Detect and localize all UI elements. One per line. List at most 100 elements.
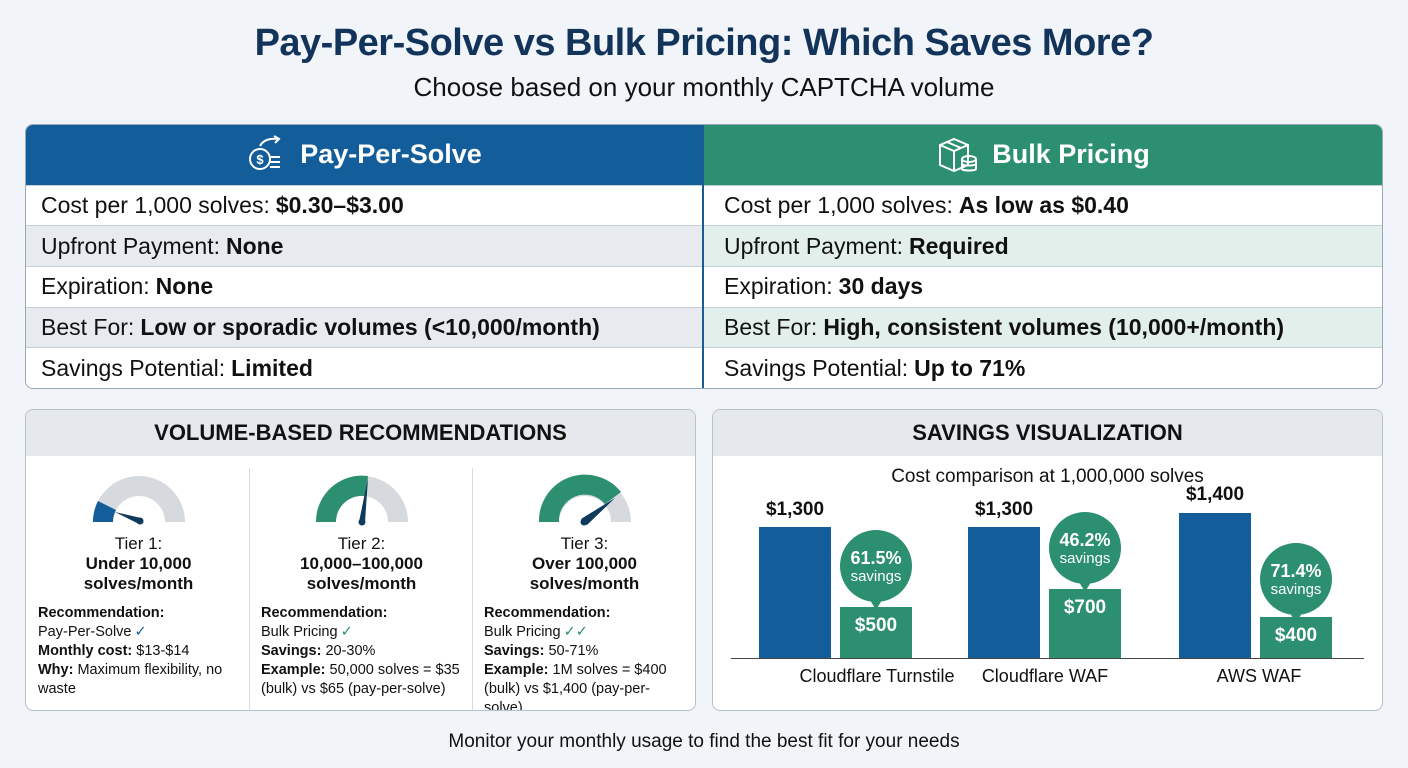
row-label: Cost per 1,000 solves: (724, 191, 953, 218)
tier-details: Recommendation: Pay-Per-Solve ✓ Monthly c… (38, 604, 239, 699)
pps-row-expiration: Expiration: None (26, 265, 702, 307)
row-value: Required (908, 232, 1009, 259)
tier-1-card: Tier 1: Under 10,000 solves/month Recomm… (26, 468, 249, 710)
bar-value-label: $1,400 (1185, 484, 1245, 505)
footer-note: Monitor your monthly usage to find the b… (448, 731, 960, 752)
bar-chart: $1,300 61.5% savings $500 Cloudflare Tur… (713, 484, 1382, 710)
savings-bubble: 61.5% savings (840, 530, 912, 610)
bar-pay-per-solve-turnstile (759, 527, 831, 658)
bar-bulk-turnstile: $500 (840, 607, 912, 658)
tier-3-card: Tier 3: Over 100,000 solves/month Recomm… (472, 468, 695, 711)
detail-value: 1M solves = $400 (bulk) vs $1,400 (pay-p… (484, 662, 667, 711)
recommendations-title: VOLUME-BASED RECOMMENDATIONS (26, 410, 695, 456)
tier-details: Recommendation: Bulk Pricing ✓✓ Savings: … (484, 604, 685, 711)
detail-label: Example: (484, 662, 549, 678)
comparison-table: $ Pay-Per-Solve Cost per 1,000 solves: $0… (25, 124, 1383, 389)
category-label: AWS WAF (1216, 666, 1302, 686)
tier-label: Tier 1: (114, 534, 163, 553)
category-label: Cloudflare WAF (981, 666, 1109, 686)
pps-row-cost: Cost per 1,000 solves: $0.30–$3.00 (26, 184, 702, 226)
double-check-icon: ✓✓ (563, 624, 588, 640)
pps-row-upfront: Upfront Payment: None (26, 225, 702, 266)
bar-pay-per-solve-aws-waf (1179, 513, 1251, 658)
row-value: As low as $0.40 (958, 191, 1129, 218)
detail-value: 50-71% (548, 643, 599, 659)
visualization-title: SAVINGS VISUALIZATION (713, 410, 1382, 456)
tier-range: Over 100,000 solves/month (529, 554, 640, 593)
bar-bulk-aws-waf: $400 (1260, 617, 1332, 658)
check-icon: ✓ (134, 624, 147, 640)
tier-range: 10,000–100,000 solves/month (300, 554, 423, 593)
box-coins-icon (939, 137, 978, 172)
row-value: None (155, 273, 214, 300)
recommendations-panel: VOLUME-BASED RECOMMENDATIONS Tier 1: Und… (25, 409, 696, 711)
bulk-pricing-title: Bulk Pricing (992, 139, 1150, 170)
detail-label: Why: (38, 662, 74, 678)
savings-text: savings (1270, 580, 1322, 598)
savings-visualization-panel: SAVINGS VISUALIZATION Cost comparison at… (712, 409, 1383, 711)
pay-per-solve-column: $ Pay-Per-Solve Cost per 1,000 solves: $0… (26, 125, 704, 388)
tier-label: Tier 2: (337, 534, 386, 553)
row-label: Best For: (41, 313, 135, 340)
bulk-pricing-column: Bulk Pricing Cost per 1,000 solves: As lo… (704, 125, 1382, 388)
recommendation-label: Recommendation: (484, 605, 611, 621)
detail-value: 20-30% (325, 643, 376, 659)
detail-label: Monthly cost: (38, 643, 133, 659)
chart-subtitle: Cost comparison at 1,000,000 solves (891, 466, 1204, 487)
category-label: Cloudflare Turnstile (799, 666, 955, 686)
bar-value-label: $1,300 (974, 499, 1034, 520)
tier-range: Under 10,000 solves/month (83, 554, 194, 593)
detail-value: 50,000 solves = $35 (bulk) vs $65 (pay-p… (261, 662, 460, 697)
pay-per-solve-header: $ Pay-Per-Solve (26, 125, 702, 185)
tier-label: Tier 3: (560, 534, 609, 553)
savings-text: savings (850, 567, 902, 585)
savings-bubble: 46.2% savings (1049, 512, 1121, 592)
bar-bulk-cf-waf: $700 (1049, 589, 1121, 658)
gauge-high-icon (538, 474, 631, 526)
savings-text: savings (1059, 549, 1111, 567)
recommendation-value: Pay-Per-Solve (38, 624, 132, 640)
detail-label: Savings: (484, 643, 545, 659)
pps-row-savings: Savings Potential: Limited (26, 347, 702, 388)
row-value: Limited (231, 354, 313, 381)
bulk-row-expiration: Expiration: 30 days (704, 265, 1382, 307)
bar-pay-per-solve-cf-waf (968, 527, 1040, 658)
row-label: Savings Potential: (724, 354, 909, 381)
pay-per-solve-title: Pay-Per-Solve (300, 139, 482, 170)
savings-percent: 71.4% (1270, 560, 1322, 581)
row-value: $0.30–$3.00 (275, 191, 404, 218)
tier-details: Recommendation: Bulk Pricing ✓ Savings: 2… (261, 604, 462, 699)
detail-label: Savings: (261, 643, 322, 659)
bar-value-label: $1,300 (765, 499, 825, 520)
row-label: Upfront Payment: (724, 232, 903, 259)
pps-row-best-for: Best For: Low or sporadic volumes (<10,00… (26, 306, 702, 348)
row-value: High, consistent volumes (10,000+/month) (823, 313, 1285, 340)
chart-baseline (731, 658, 1364, 659)
savings-bubble: 71.4% savings (1260, 543, 1332, 623)
gauge-medium-icon (315, 475, 408, 526)
bulk-pricing-header: Bulk Pricing (704, 125, 1382, 185)
row-label: Expiration: (41, 273, 150, 300)
bulk-row-savings: Savings Potential: Up to 71% (704, 347, 1382, 388)
recommendation-value: Bulk Pricing (261, 624, 338, 640)
row-value: Up to 71% (914, 354, 1026, 381)
page-title: Pay-Per-Solve vs Bulk Pricing: Which Sav… (254, 22, 1154, 64)
page-subtitle: Choose based on your monthly CAPTCHA vol… (413, 72, 995, 102)
row-label: Upfront Payment: (41, 232, 220, 259)
detail-label: Example: (261, 662, 326, 678)
savings-percent: 46.2% (1059, 529, 1111, 550)
row-label: Best For: (724, 313, 818, 340)
row-label: Savings Potential: (41, 354, 226, 381)
tier-2-card: Tier 2: 10,000–100,000 solves/month Reco… (249, 468, 472, 710)
svg-text:$: $ (257, 152, 265, 167)
detail-value: Maximum flexibility, no waste (38, 662, 223, 697)
row-label: Cost per 1,000 solves: (41, 191, 270, 218)
bulk-row-best-for: Best For: High, consistent volumes (10,00… (704, 306, 1382, 348)
check-icon: ✓ (340, 624, 353, 640)
recommendation-value: Bulk Pricing (484, 624, 561, 640)
row-value: Low or sporadic volumes (<10,000/month) (140, 313, 600, 340)
bulk-row-cost: Cost per 1,000 solves: As low as $0.40 (704, 184, 1382, 226)
bulk-row-upfront: Upfront Payment: Required (704, 225, 1382, 266)
row-value: 30 days (838, 273, 924, 300)
row-value: None (225, 232, 284, 259)
